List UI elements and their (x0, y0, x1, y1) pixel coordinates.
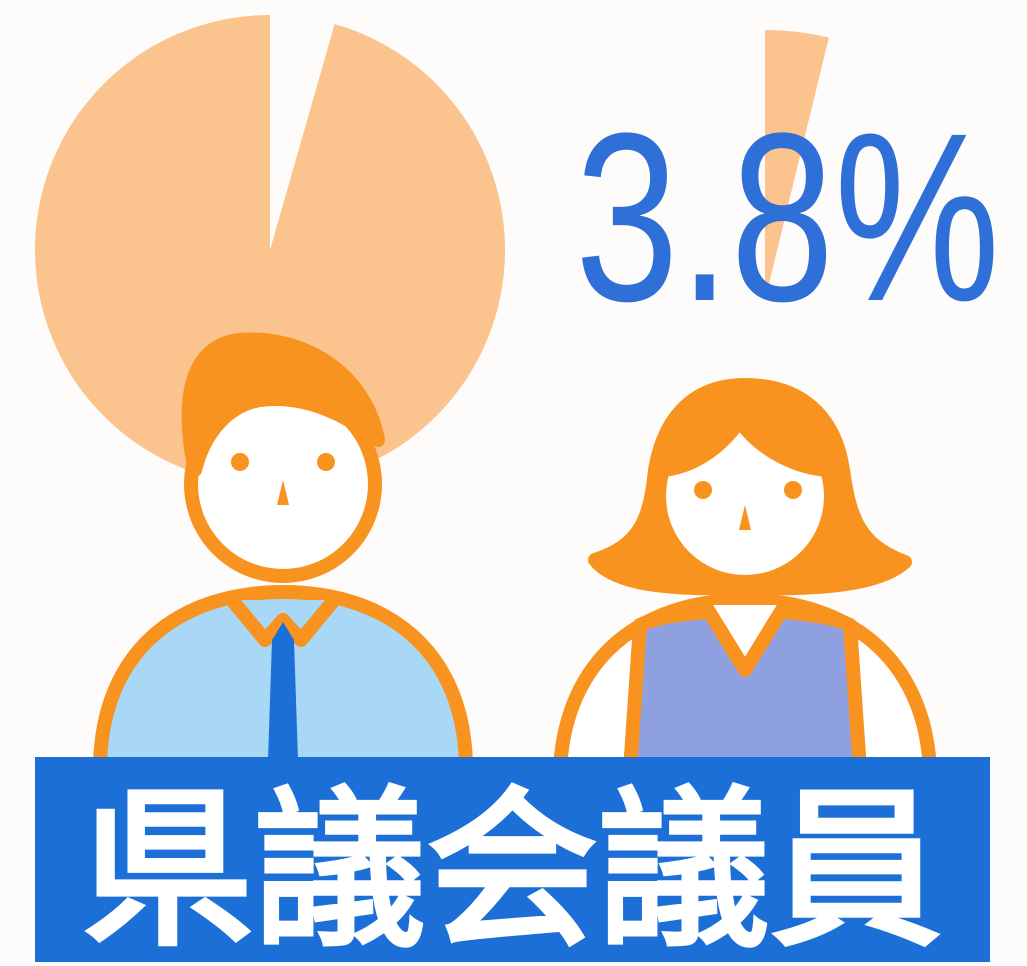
value-label: 3.8% (575, 83, 1000, 351)
page: 県議会議員 3.8% (() => { const data = JSON.pa… (0, 0, 1027, 966)
chart: 県議会議員 3.8% (0, 0, 1027, 966)
woman-figure (560, 385, 930, 770)
chart-title: 県議会議員 (82, 770, 942, 966)
